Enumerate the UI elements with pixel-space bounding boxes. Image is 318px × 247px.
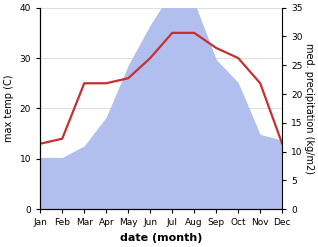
- Y-axis label: max temp (C): max temp (C): [4, 75, 14, 142]
- Y-axis label: med. precipitation (kg/m2): med. precipitation (kg/m2): [304, 43, 314, 174]
- X-axis label: date (month): date (month): [120, 233, 203, 243]
